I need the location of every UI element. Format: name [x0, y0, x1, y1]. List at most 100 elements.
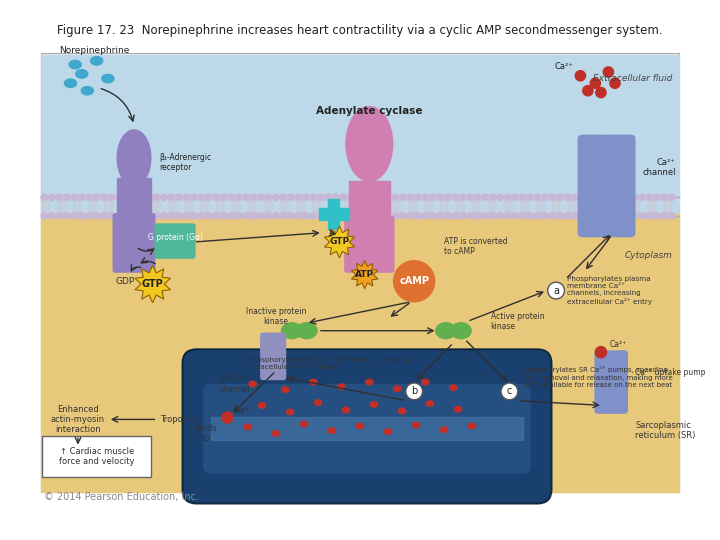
Ellipse shape	[91, 57, 103, 65]
Circle shape	[101, 213, 107, 219]
Text: binds
to: binds to	[194, 424, 217, 443]
Circle shape	[347, 194, 354, 200]
Circle shape	[392, 213, 399, 219]
Circle shape	[176, 213, 182, 219]
Text: Ca²⁺ uptake pump: Ca²⁺ uptake pump	[636, 368, 706, 377]
Circle shape	[490, 213, 496, 219]
Circle shape	[541, 213, 548, 219]
Text: Adenylate cyclase: Adenylate cyclase	[316, 106, 423, 116]
Bar	[153, 197, 161, 216]
Bar	[647, 197, 655, 216]
Bar	[472, 197, 480, 216]
Circle shape	[138, 213, 145, 219]
Circle shape	[325, 213, 331, 219]
Circle shape	[601, 194, 608, 200]
Circle shape	[333, 213, 339, 219]
Circle shape	[422, 213, 428, 219]
Circle shape	[108, 194, 115, 200]
FancyBboxPatch shape	[344, 216, 395, 273]
Circle shape	[534, 213, 541, 219]
Ellipse shape	[384, 429, 392, 434]
Circle shape	[265, 194, 271, 200]
Circle shape	[220, 213, 227, 219]
Circle shape	[362, 194, 369, 200]
Circle shape	[631, 194, 638, 200]
Circle shape	[251, 194, 257, 200]
Circle shape	[527, 194, 534, 200]
Circle shape	[603, 67, 613, 77]
Circle shape	[572, 194, 578, 200]
Circle shape	[63, 213, 70, 219]
Circle shape	[86, 194, 92, 200]
Text: cAMP: cAMP	[399, 276, 429, 286]
Bar	[504, 197, 512, 216]
Circle shape	[94, 213, 100, 219]
Text: Ca²⁺: Ca²⁺	[554, 62, 573, 71]
Circle shape	[318, 213, 324, 219]
Circle shape	[198, 213, 204, 219]
Ellipse shape	[282, 323, 302, 339]
Bar	[348, 181, 390, 224]
Circle shape	[63, 194, 70, 200]
FancyBboxPatch shape	[42, 436, 150, 477]
Text: ↑ Cardiac muscle
force and velocity: ↑ Cardiac muscle force and velocity	[59, 447, 135, 467]
Circle shape	[123, 213, 130, 219]
Circle shape	[310, 213, 317, 219]
Bar	[631, 197, 639, 216]
Circle shape	[415, 194, 421, 200]
Bar	[184, 197, 192, 216]
Circle shape	[557, 194, 563, 200]
Ellipse shape	[328, 428, 336, 434]
Circle shape	[430, 213, 436, 219]
Circle shape	[48, 194, 55, 200]
Circle shape	[235, 194, 242, 200]
Circle shape	[595, 347, 606, 358]
Bar	[360, 197, 368, 216]
Circle shape	[101, 194, 107, 200]
Circle shape	[519, 213, 526, 219]
FancyBboxPatch shape	[112, 213, 156, 273]
Text: GTP: GTP	[329, 238, 349, 246]
Circle shape	[407, 194, 414, 200]
Ellipse shape	[249, 381, 256, 387]
Circle shape	[490, 194, 496, 200]
Circle shape	[527, 213, 534, 219]
Bar	[424, 197, 432, 216]
Circle shape	[355, 213, 361, 219]
Circle shape	[302, 213, 309, 219]
Ellipse shape	[102, 75, 114, 83]
Text: Extracellular fluid: Extracellular fluid	[593, 74, 673, 83]
Circle shape	[474, 213, 481, 219]
Circle shape	[549, 194, 556, 200]
Text: a: a	[553, 286, 559, 295]
Bar	[296, 197, 304, 216]
Circle shape	[572, 213, 578, 219]
Circle shape	[482, 213, 488, 219]
Ellipse shape	[258, 403, 266, 408]
Circle shape	[191, 194, 197, 200]
Circle shape	[377, 213, 384, 219]
Circle shape	[287, 213, 294, 219]
Ellipse shape	[426, 401, 433, 406]
Circle shape	[243, 194, 249, 200]
Circle shape	[56, 213, 63, 219]
Ellipse shape	[272, 430, 279, 436]
Circle shape	[183, 194, 189, 200]
Bar	[210, 417, 523, 440]
Circle shape	[258, 213, 264, 219]
Bar	[280, 197, 288, 216]
Ellipse shape	[117, 130, 150, 186]
Circle shape	[168, 194, 175, 200]
Text: Enhanced
actin-myosin
interaction: Enhanced actin-myosin interaction	[51, 404, 105, 434]
Bar	[120, 197, 128, 216]
Bar	[117, 179, 150, 216]
Circle shape	[392, 194, 399, 200]
Circle shape	[669, 194, 675, 200]
Circle shape	[377, 194, 384, 200]
Bar	[40, 197, 48, 216]
Circle shape	[631, 213, 638, 219]
Text: β₁-Adrenergic
receptor: β₁-Adrenergic receptor	[159, 153, 212, 172]
Circle shape	[280, 213, 287, 219]
Circle shape	[616, 194, 623, 200]
Circle shape	[340, 194, 346, 200]
